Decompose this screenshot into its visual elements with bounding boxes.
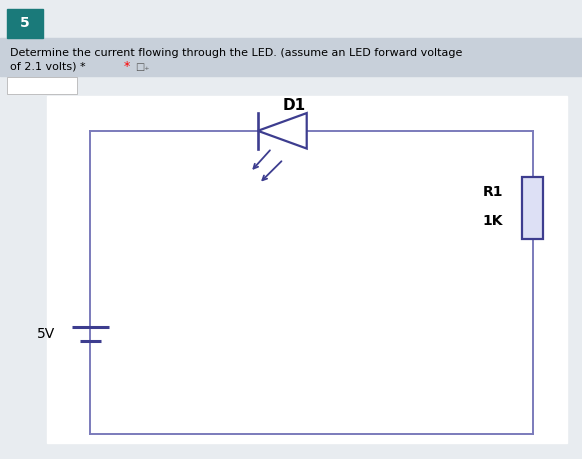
Bar [0, 38, 582, 76]
Text: Determine the current flowing through the LED. (assume an LED forward voltage: Determine the current flowing through th… [10, 48, 463, 58]
Text: D1: D1 [282, 98, 306, 113]
Text: R1: R1 [482, 185, 503, 199]
Text: 1K: 1K [482, 214, 503, 229]
Bar [522, 177, 543, 239]
Text: 5: 5 [20, 17, 30, 30]
Bar [47, 96, 567, 443]
Bar [7, 77, 77, 94]
Text: □₊: □₊ [135, 62, 150, 72]
Polygon shape [258, 113, 307, 149]
Text: 5V: 5V [37, 327, 56, 341]
Bar [7, 9, 43, 38]
Text: of 2.1 volts) *: of 2.1 volts) * [10, 62, 86, 72]
Text: *: * [123, 60, 130, 73]
